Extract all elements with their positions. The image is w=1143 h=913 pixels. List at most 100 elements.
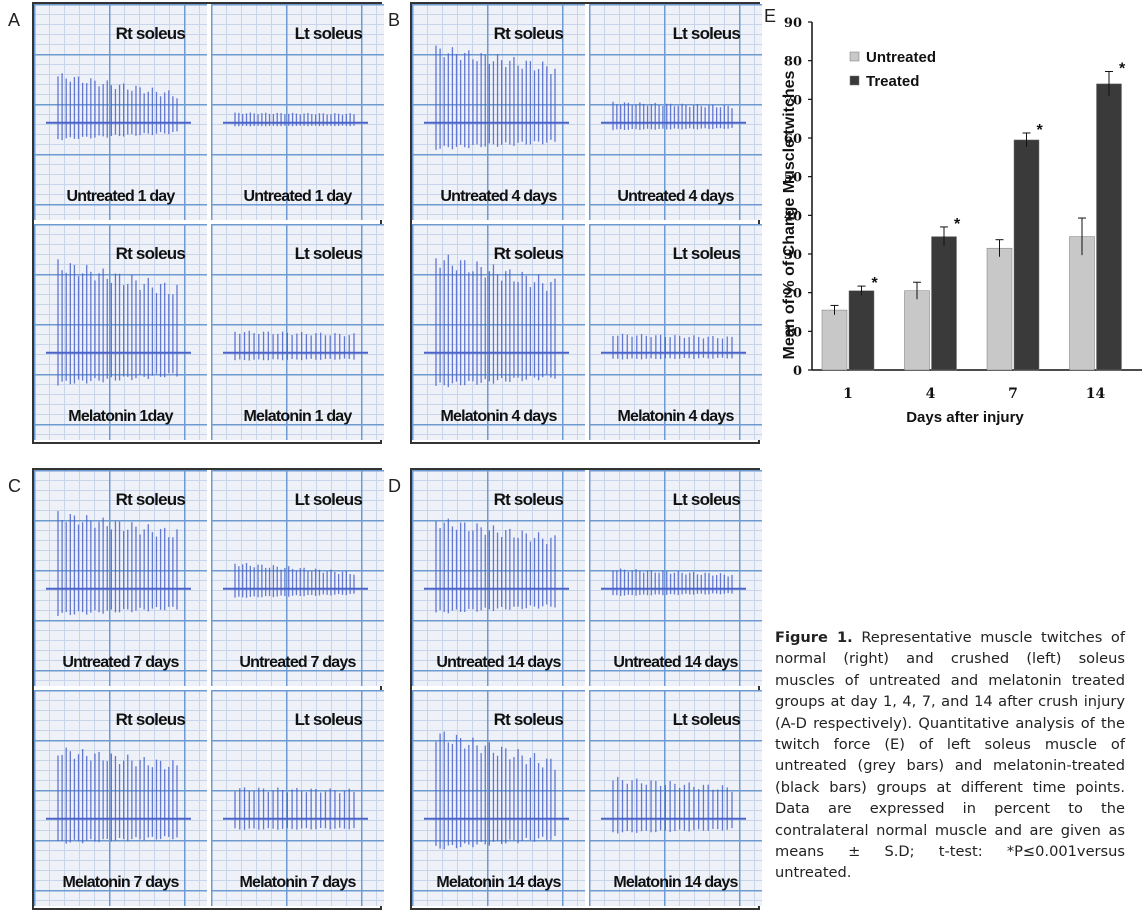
- cell-title: Rt soleus: [493, 24, 564, 43]
- bar-untreated: [986, 247, 1013, 371]
- twitch-trace: [46, 259, 191, 386]
- trace-svg: [424, 731, 569, 850]
- cell-title: Rt soleus: [115, 244, 186, 263]
- cell-footer: Untreated 1 day: [243, 188, 352, 205]
- trace-cell: Lt soleus Untreated 14 days: [589, 470, 762, 686]
- cell-title: Lt soleus: [294, 244, 363, 263]
- significance-marker: *: [1037, 122, 1044, 139]
- twitch-trace: [424, 731, 569, 850]
- cell-footer: Melatonin 1day: [68, 408, 173, 425]
- figure-caption: Figure 1. Representative muscle twitches…: [775, 627, 1125, 884]
- panel-d: Rt soleus Untreated 14 days Lt soleus Untre…: [410, 468, 762, 910]
- trace-svg: [223, 562, 368, 598]
- bar-untreated: [1069, 236, 1095, 371]
- trace-cell: Rt soleus Melatonin 4 days: [412, 224, 585, 440]
- cell-title: Lt soleus: [294, 490, 363, 509]
- twitch-trace: [223, 112, 368, 127]
- cell-footer: Melatonin 4 days: [617, 408, 734, 425]
- y-tick-label: 90: [784, 16, 802, 31]
- cell-title: Rt soleus: [115, 710, 186, 729]
- trace-cell: Lt soleus Melatonin 7 days: [211, 690, 384, 906]
- cell-footer: Untreated 4 days: [440, 188, 557, 205]
- twitch-trace: [601, 776, 746, 834]
- trace-svg: [223, 330, 368, 361]
- panel-label-c: C: [8, 476, 21, 496]
- panel-c: Rt soleus Untreated 7 days Lt soleus Untrea…: [32, 468, 384, 910]
- significance-marker: *: [1119, 60, 1126, 77]
- panel-b: Rt soleus Untreated 4 days Lt soleus Untrea…: [410, 2, 762, 444]
- trace-svg: [223, 787, 368, 830]
- trace-cell: Lt soleus Melatonin 1 day: [211, 224, 384, 440]
- trace-svg: [46, 511, 191, 616]
- cell-footer: Melatonin 7 days: [62, 874, 179, 891]
- twitch-trace: [46, 511, 191, 616]
- chart-x-axis-label: Days after injury: [906, 409, 1024, 426]
- cell-footer: Untreated 7 days: [239, 654, 356, 671]
- cell-footer: Melatonin 14 days: [613, 874, 738, 891]
- cell-footer: Melatonin 14 days: [436, 874, 561, 891]
- trace-cell: Lt soleus Untreated 7 days: [211, 470, 384, 686]
- trace-cell: Rt soleus Untreated 7 days: [34, 470, 207, 686]
- cell-footer: Untreated 4 days: [617, 188, 734, 205]
- cell-title: Lt soleus: [672, 710, 741, 729]
- bar-treated: [848, 290, 875, 371]
- panel-label-d: D: [388, 476, 401, 496]
- cell-footer: Untreated 14 days: [436, 654, 561, 671]
- trace-cell: Rt soleus Melatonin 7 days: [34, 690, 207, 906]
- trace-cell: Rt soleus Untreated 1 day: [34, 4, 207, 220]
- trace-svg: [601, 333, 746, 360]
- trace-cell: Lt soleus Untreated 1 day: [211, 4, 384, 220]
- bar-untreated: [821, 309, 848, 371]
- trace-svg: [46, 747, 191, 844]
- trace-svg: [424, 518, 569, 614]
- x-tick-label: 4: [926, 386, 936, 402]
- cell-title: Lt soleus: [672, 244, 741, 263]
- twitch-trace: [223, 787, 368, 830]
- chart-y-axis-label: Mean of % of Change Muscle twitches: [781, 70, 798, 360]
- cell-title: Rt soleus: [493, 710, 564, 729]
- twitch-trace: [424, 518, 569, 614]
- cell-title: Rt soleus: [493, 490, 564, 509]
- bar-treated: [1096, 83, 1122, 371]
- trace-svg: [601, 101, 746, 131]
- x-tick-label: 14: [1086, 386, 1106, 402]
- x-tick-label: 7: [1008, 386, 1018, 402]
- chart-y-axis-label-wrap: Mean of % of Change Muscle twitches: [778, 30, 802, 400]
- cell-footer: Untreated 14 days: [613, 654, 738, 671]
- panel-label-a: A: [8, 10, 21, 30]
- trace-svg: [601, 568, 746, 596]
- caption-label: Figure 1.: [775, 629, 853, 646]
- trace-svg: [424, 254, 569, 388]
- panel-label-b: B: [388, 10, 401, 30]
- twitch-trace: [424, 254, 569, 388]
- trace-cell: Lt soleus Melatonin 4 days: [589, 224, 762, 440]
- trace-svg: [46, 259, 191, 386]
- twitch-trace: [223, 562, 368, 598]
- legend-swatch: [849, 75, 860, 86]
- cell-title: Lt soleus: [672, 24, 741, 43]
- cell-title: Lt soleus: [294, 710, 363, 729]
- x-tick-label: 1: [843, 386, 853, 402]
- legend-label: Untreated: [866, 49, 936, 66]
- significance-marker: *: [954, 216, 961, 233]
- legend-label: Treated: [866, 73, 919, 90]
- cell-footer: Untreated 7 days: [62, 654, 179, 671]
- trace-cell: Rt soleus Melatonin 1day: [34, 224, 207, 440]
- legend-swatch: [849, 51, 860, 62]
- cell-footer: Untreated 1 day: [66, 188, 175, 205]
- trace-svg: [424, 45, 569, 150]
- trace-cell: Lt soleus Melatonin 14 days: [589, 690, 762, 906]
- twitch-trace: [601, 101, 746, 131]
- twitch-trace: [46, 73, 191, 141]
- trace-svg: [601, 776, 746, 834]
- panel-a: Rt soleus Untreated 1 day Lt soleus Untreat…: [32, 2, 384, 444]
- twitch-trace: [223, 330, 368, 361]
- twitch-trace: [424, 45, 569, 150]
- cell-title: Lt soleus: [672, 490, 741, 509]
- panel-label-e: E: [764, 6, 777, 26]
- trace-cell: Rt soleus Untreated 4 days: [412, 4, 585, 220]
- trace-cell: Lt soleus Untreated 4 days: [589, 4, 762, 220]
- significance-marker: *: [872, 275, 879, 292]
- cell-footer: Melatonin 1 day: [243, 408, 352, 425]
- bar-treated: [931, 236, 957, 371]
